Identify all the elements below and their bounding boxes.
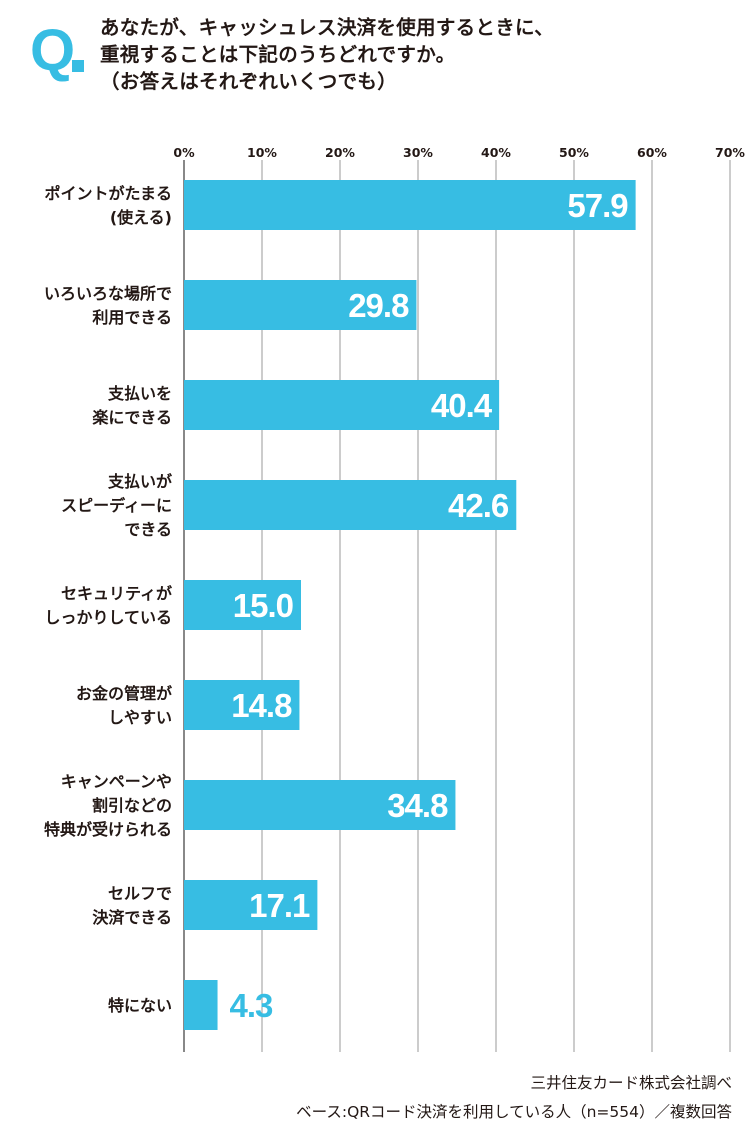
bar-value-label: 42.6 [448,487,509,524]
category-label-line: 特にない [108,996,172,1015]
category-label: セルフで決済できる [92,884,172,927]
category-label-line: 支払いを [107,384,172,403]
bar [184,280,417,330]
bar-value-label: 34.8 [387,787,448,824]
category-label-line: しっかりしている [44,608,172,627]
category-label-line: スピーディーに [61,496,172,515]
bar-value-label: 4.3 [230,987,274,1024]
question-line: 重視することは下記のうちどれですか。 [100,43,456,66]
bar-value-label: 14.8 [231,687,292,724]
x-tick-label: 30% [403,145,433,160]
bar [184,680,300,730]
category-label-line: 利用できる [92,308,172,327]
question-text: あなたが、キャッシュレス決済を使用するときに、 重視することは下記のうちどれです… [100,14,554,95]
bar [184,780,456,830]
category-label: 支払いがスピーディーにできる [61,472,172,539]
category-label-line: しやすい [108,708,172,727]
x-tick-label: 20% [325,145,355,160]
question-mark-dot [72,60,84,72]
category-label-line: (使える) [110,208,172,227]
category-label: いろいろな場所で利用できる [44,284,172,327]
bar [184,480,517,530]
question-line: （お答えはそれぞれいくつでも） [100,70,398,93]
category-label-line: ポイントがたまる [44,184,172,203]
survey-base-note: ベース:QRコード決済を利用している人（n=554）／複数回答 [296,1103,732,1121]
question-line: あなたが、キャッシュレス決済を使用するときに、 [100,16,555,39]
category-label: 特にない [108,996,172,1015]
category-label: セキュリティがしっかりしている [44,584,172,627]
bar-value-label: 40.4 [431,387,493,424]
bar-value-label: 29.8 [348,287,409,324]
x-tick-label: 70% [715,145,745,160]
x-tick-label: 60% [637,145,667,160]
bar [184,580,301,630]
category-label-line: できる [124,520,172,539]
category-label: キャンペーンや割引などの特典が受けられる [44,772,172,839]
category-label-line: 楽にできる [91,408,172,427]
category-label-line: セルフで [108,884,172,903]
x-tick-label: 10% [247,145,277,160]
x-tick-label: 50% [559,145,589,160]
bar-value-label: 57.9 [567,187,628,224]
category-label-line: お金の管理が [76,684,172,703]
category-label-line: いろいろな場所で [44,284,172,303]
bar [184,180,636,230]
category-label-line: 割引などの [92,796,172,815]
bar-value-label: 15.0 [233,587,293,624]
bar [184,380,500,430]
category-label-line: 特典が受けられる [44,820,172,839]
bar-value-label: 17.1 [249,887,310,924]
category-label: ポイントがたまる (使える) [44,184,172,227]
question-mark: Q [30,18,76,83]
survey-credit: 三井住友カード株式会社調べ [530,1074,732,1092]
category-label: お金の管理がしやすい [76,684,172,727]
category-label-line: キャンペーンや [61,772,172,791]
category-label-line: 支払いが [107,472,172,491]
category-label-line: セキュリティが [61,584,172,603]
bar [184,980,218,1030]
x-tick-label: 0% [173,145,195,160]
category-label: 支払いを楽にできる [91,384,172,427]
bar-chart: 0% 10% 20% 30% 40% 50% 60% 70% 57.9 ポイントがたまる (使える)… [44,145,745,1052]
category-label-line: 決済できる [92,908,172,927]
x-tick-label: 40% [481,145,511,160]
bar [184,880,318,930]
